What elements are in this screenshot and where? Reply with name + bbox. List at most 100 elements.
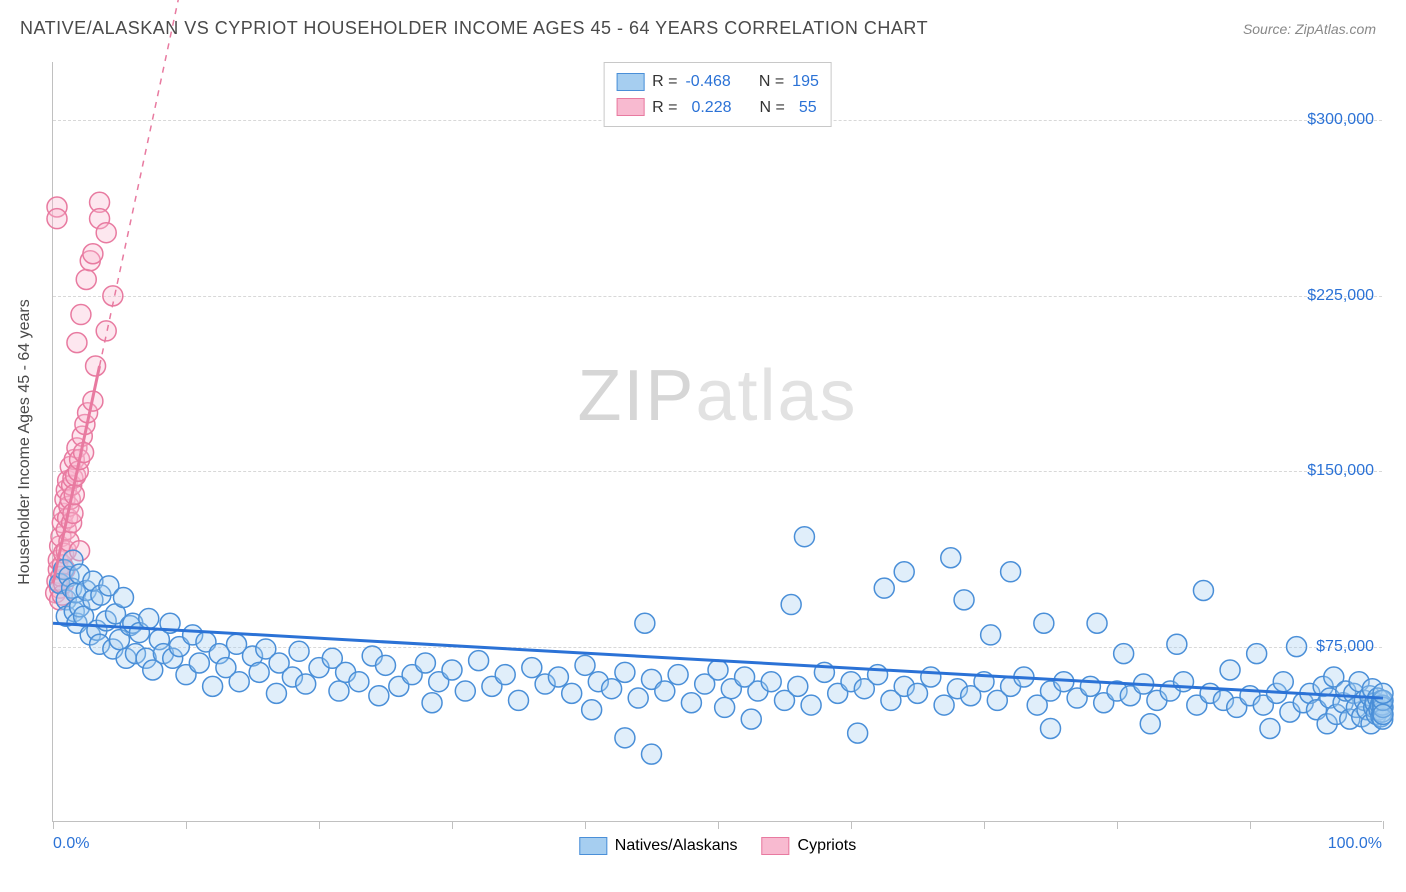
data-point <box>266 683 286 703</box>
data-point <box>642 744 662 764</box>
data-point <box>602 679 622 699</box>
series-legend-b: Cypriots <box>762 837 857 855</box>
data-point <box>628 688 648 708</box>
data-point <box>469 651 489 671</box>
data-point <box>761 672 781 692</box>
data-point <box>415 653 435 673</box>
data-point <box>1373 704 1393 724</box>
data-point <box>495 665 515 685</box>
data-point <box>615 662 635 682</box>
legend-row-a: R = -0.468 N = 195 <box>616 69 819 95</box>
data-point <box>349 672 369 692</box>
data-point <box>83 244 103 264</box>
data-point <box>369 686 389 706</box>
data-point <box>296 674 316 694</box>
data-point <box>1041 718 1061 738</box>
data-point <box>681 693 701 713</box>
data-point <box>249 662 269 682</box>
data-point <box>921 667 941 687</box>
data-point <box>47 209 67 229</box>
data-point <box>96 223 116 243</box>
data-point <box>71 305 91 325</box>
data-point <box>1167 634 1187 654</box>
data-point <box>455 681 475 701</box>
series-legend-a: Natives/Alaskans <box>579 837 738 855</box>
data-point <box>189 653 209 673</box>
data-point <box>67 333 87 353</box>
data-point <box>741 709 761 729</box>
data-point <box>908 683 928 703</box>
trend-line <box>100 0 213 366</box>
data-point <box>562 683 582 703</box>
data-point <box>615 728 635 748</box>
series-swatch-a <box>579 837 607 855</box>
data-point <box>1193 580 1213 600</box>
data-point <box>1114 644 1134 664</box>
series-swatch-b <box>762 837 790 855</box>
data-point <box>941 548 961 568</box>
r-value-a: -0.468 <box>685 69 730 95</box>
data-point <box>874 578 894 598</box>
legend-swatch-a <box>616 73 644 91</box>
chart-plot-area: Householder Income Ages 45 - 64 years ZI… <box>52 62 1382 822</box>
data-point <box>289 641 309 661</box>
x-tick <box>585 821 586 829</box>
data-point <box>422 693 442 713</box>
data-point <box>203 676 223 696</box>
x-tick <box>1117 821 1118 829</box>
x-tick <box>851 821 852 829</box>
data-point <box>509 690 529 710</box>
data-point <box>781 595 801 615</box>
data-point <box>113 588 133 608</box>
series-name-b: Cypriots <box>798 837 857 855</box>
data-point <box>794 527 814 547</box>
data-point <box>801 695 821 715</box>
x-tick <box>718 821 719 829</box>
x-axis-max-label: 100.0% <box>1328 835 1382 853</box>
legend-row-b: R = 0.228 N = 55 <box>616 95 819 121</box>
data-point <box>934 695 954 715</box>
data-point <box>1247 644 1267 664</box>
data-point <box>1220 660 1240 680</box>
data-point <box>76 269 96 289</box>
data-point <box>848 723 868 743</box>
series-legend: Natives/Alaskans Cypriots <box>579 837 856 855</box>
legend-swatch-b <box>616 98 644 116</box>
r-value-b: 0.228 <box>685 95 731 121</box>
data-point <box>954 590 974 610</box>
data-point <box>139 609 159 629</box>
x-tick <box>1250 821 1251 829</box>
y-axis-title: Householder Income Ages 45 - 64 years <box>16 299 34 585</box>
data-point <box>1034 613 1054 633</box>
data-point <box>655 681 675 701</box>
data-point <box>376 655 396 675</box>
scatter-plot-svg <box>53 62 1382 821</box>
data-point <box>1287 637 1307 657</box>
data-point <box>1260 718 1280 738</box>
x-tick <box>186 821 187 829</box>
data-point <box>1373 683 1393 703</box>
x-tick <box>53 821 54 829</box>
x-axis-min-label: 0.0% <box>53 835 89 853</box>
data-point <box>708 660 728 680</box>
n-value-a: 195 <box>792 69 819 95</box>
data-point <box>1273 672 1293 692</box>
source-attribution: Source: ZipAtlas.com <box>1243 21 1376 37</box>
correlation-legend: R = -0.468 N = 195 R = 0.228 N = 55 <box>603 62 832 127</box>
data-point <box>442 660 462 680</box>
data-point <box>329 681 349 701</box>
data-point <box>548 667 568 687</box>
data-point <box>229 672 249 692</box>
data-point <box>868 665 888 685</box>
data-point <box>522 658 542 678</box>
data-point <box>668 665 688 685</box>
data-point <box>86 356 106 376</box>
data-point <box>894 562 914 582</box>
x-tick <box>1383 821 1384 829</box>
x-tick <box>319 821 320 829</box>
data-point <box>635 613 655 633</box>
data-point <box>788 676 808 696</box>
data-point <box>715 697 735 717</box>
x-tick <box>452 821 453 829</box>
data-point <box>1087 613 1107 633</box>
